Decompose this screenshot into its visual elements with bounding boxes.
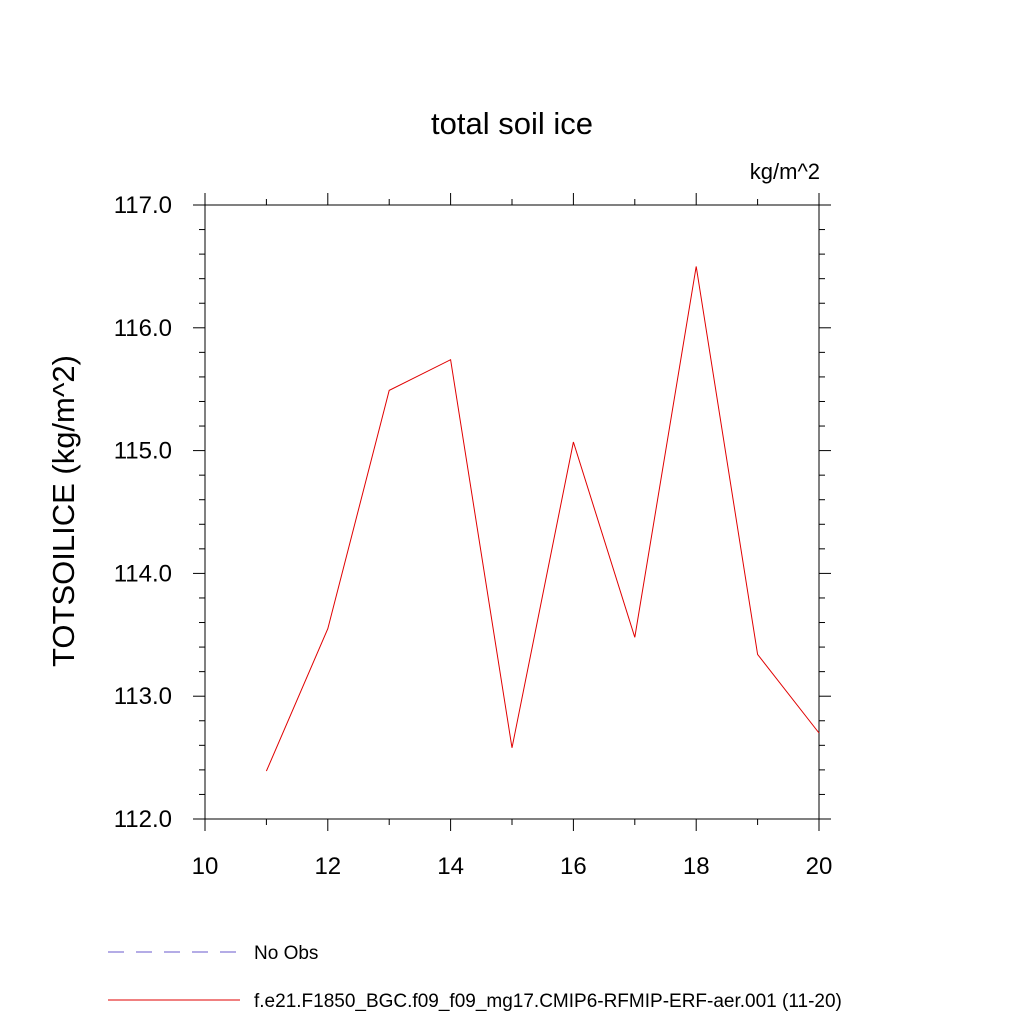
x-tick-label: 18 (683, 853, 710, 880)
x-tick-label: 20 (806, 853, 833, 880)
series-line (265, 266, 820, 772)
y-tick-label: 114.0 (114, 560, 172, 587)
legend-label: No Obs (254, 943, 318, 964)
chart-title: total soil ice (431, 106, 593, 141)
legend-label: f.e21.F1850_BGC.f09_f09_mg17.CMIP6-RFMIP… (254, 991, 842, 1012)
x-tick-label: 10 (192, 853, 219, 880)
series-group (265, 266, 820, 772)
x-tick-label: 14 (437, 853, 464, 880)
y-tick-label: 116.0 (114, 315, 172, 342)
legend: No Obs f.e21.F1850_BGC.f09_f09_mg17.CMIP6… (108, 943, 842, 1012)
y-tick-label: 112.0 (114, 806, 172, 833)
y-axis-label: TOTSOILICE (kg/m^2) (46, 355, 81, 667)
x-tick-label: 12 (314, 853, 341, 880)
plot-frame (204, 204, 820, 820)
y-tick-label: 115.0 (114, 438, 172, 465)
y-tick-label: 113.0 (114, 683, 172, 710)
x-tick-label: 16 (560, 853, 587, 880)
units-label: kg/m^2 (750, 159, 820, 184)
axis-ticks: 10 12 14 16 18 20 112.0 113.0 114.0 115.0 116.0 117… (114, 192, 833, 880)
y-tick-label: 117.0 (114, 192, 172, 219)
